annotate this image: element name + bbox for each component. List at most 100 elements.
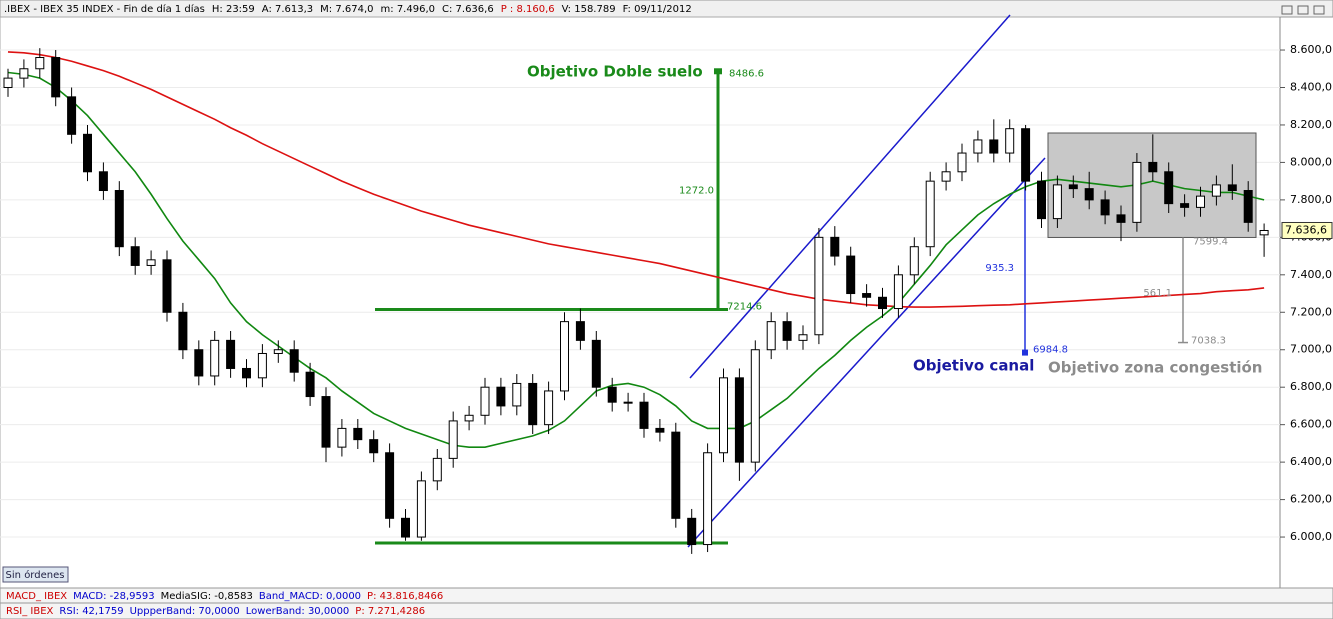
candle-body	[1068, 184, 1078, 190]
header-item: C: 7.636,6	[442, 4, 494, 15]
macd-item: P: 43.816,8466	[367, 591, 443, 602]
rsi-item: UppperBand: 70,0000	[130, 606, 240, 617]
candle-body	[575, 321, 585, 341]
moving-average	[7, 51, 1265, 308]
candle-body	[544, 390, 554, 426]
macd-item: MACD: -28,9593	[73, 591, 154, 602]
candle-body	[432, 457, 442, 482]
rsi-item: RSI_ IBEX	[6, 606, 54, 617]
candle-body	[830, 236, 840, 257]
candle-body	[1164, 171, 1174, 205]
anno-value: 7038.3	[1191, 336, 1226, 347]
candle-body	[798, 334, 808, 341]
candle-body	[1037, 180, 1046, 220]
candle-body	[782, 321, 792, 341]
candle-body	[130, 246, 140, 266]
candle-body	[528, 382, 538, 426]
anno-distance: 1272.0	[679, 185, 714, 196]
candle-body	[35, 57, 45, 70]
candle-body	[925, 180, 935, 248]
y-tick-label: 8.400,0	[1290, 80, 1332, 93]
macd-item: MACD_ IBEX	[6, 591, 67, 602]
candle-body	[83, 133, 92, 173]
candle-body	[941, 171, 951, 182]
anno-title: Objetivo canal	[913, 357, 1034, 375]
candle-body	[989, 139, 999, 154]
candle-body	[1084, 188, 1094, 201]
header-item: m: 7.496,0	[381, 4, 435, 15]
y-tick-label: 6.000,0	[1290, 530, 1332, 543]
moving-average	[7, 71, 1265, 448]
y-tick-label: 7.800,0	[1290, 193, 1332, 206]
candle-body	[353, 427, 363, 441]
candle-body	[1005, 128, 1015, 154]
candle-body	[814, 236, 824, 336]
candle-body	[19, 68, 29, 79]
plot	[3, 48, 1269, 554]
rsi-bar	[0, 602, 1333, 619]
candle-body	[1211, 184, 1221, 197]
candle-body	[464, 414, 474, 422]
channel-upper	[689, 14, 1011, 379]
candle-body	[480, 386, 490, 416]
header-item: H: 23:59	[212, 4, 255, 15]
candle-body	[893, 274, 903, 310]
candle-body	[321, 396, 331, 448]
candle-body	[1100, 199, 1110, 216]
candle-body	[3, 77, 13, 88]
candle-body	[1227, 184, 1237, 192]
candle-body	[194, 349, 204, 377]
y-tick-label: 6.400,0	[1290, 455, 1332, 468]
y-tick-label: 6.600,0	[1290, 418, 1332, 431]
candle-body	[957, 152, 967, 173]
orders-label: Sin órdenes	[6, 569, 65, 581]
candle-body	[512, 382, 522, 407]
candle-body	[734, 377, 744, 463]
candle-body	[273, 349, 283, 354]
candle-body	[369, 439, 379, 454]
labels: 6.000,0 6.200,0 6.400,0 6.600,0 6.800,0 7.000…	[527, 43, 1333, 543]
window-icons	[1281, 5, 1325, 15]
candle-body	[687, 517, 697, 546]
candle-body	[257, 352, 267, 379]
candle-body	[305, 371, 315, 398]
candle-body	[337, 427, 347, 448]
candle-body	[1132, 161, 1142, 223]
candle-body	[448, 420, 458, 459]
header-item: M: 7.674,0	[320, 4, 373, 15]
candle-body	[242, 367, 251, 379]
candle-body	[862, 293, 872, 298]
candle-body	[766, 321, 776, 351]
rsi-item: P: 7.271,4286	[355, 606, 425, 617]
header-item: A: 7.613,3	[262, 4, 313, 15]
y-tick-label: 7.400,0	[1290, 268, 1332, 281]
y-tick-label: 6.800,0	[1290, 380, 1332, 393]
candle-body	[560, 321, 569, 392]
candle-body	[289, 349, 299, 373]
header-item: P : 8.160,6	[501, 4, 555, 15]
candle-body	[591, 339, 601, 388]
header-item: F: 09/11/2012	[623, 4, 692, 15]
y-tick-label: 7.000,0	[1290, 343, 1332, 356]
candle-body	[146, 259, 156, 266]
candle-body	[1148, 161, 1158, 173]
anno-value: 7599.4	[1193, 236, 1228, 247]
candle-body	[973, 139, 983, 154]
arrow-head	[714, 68, 722, 75]
anno-distance: 561.1	[1143, 288, 1172, 299]
candle-body	[846, 255, 856, 295]
arrow-head	[1022, 349, 1028, 356]
anno-value: 8486.6	[729, 68, 764, 79]
y-tick-label: 8.600,0	[1290, 43, 1332, 56]
candle-body	[703, 452, 713, 546]
macd-item: MediaSIG: -0,8583	[161, 591, 253, 602]
candle-body	[1052, 184, 1062, 220]
anno-title: Objetivo Doble suelo	[527, 63, 703, 81]
last-price-label: 7.636,6	[1285, 223, 1327, 236]
orders-button[interactable]	[2, 566, 69, 583]
candle-body	[98, 171, 108, 192]
candle-body	[210, 339, 220, 377]
anno-value: 7214.6	[727, 302, 762, 313]
candle-body	[67, 96, 77, 135]
